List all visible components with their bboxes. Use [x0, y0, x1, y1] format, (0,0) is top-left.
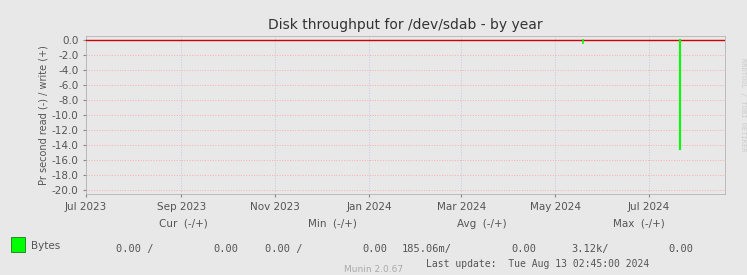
Text: Min  (-/+): Min (-/+) [308, 219, 357, 229]
Text: Cur  (-/+): Cur (-/+) [158, 219, 208, 229]
Text: 0.00 /: 0.00 / [265, 244, 303, 254]
Text: 0.00: 0.00 [213, 244, 238, 254]
Text: RRDTOOL / TOBI OETIKER: RRDTOOL / TOBI OETIKER [740, 58, 746, 151]
Text: 0.00: 0.00 [512, 244, 536, 254]
Text: 3.12k/: 3.12k/ [571, 244, 609, 254]
Text: Avg  (-/+): Avg (-/+) [457, 219, 506, 229]
Text: Last update:  Tue Aug 13 02:45:00 2024: Last update: Tue Aug 13 02:45:00 2024 [427, 259, 649, 269]
Y-axis label: Pr second read (-) / write (+): Pr second read (-) / write (+) [39, 45, 49, 185]
Text: 185.06m/: 185.06m/ [402, 244, 452, 254]
Text: Max  (-/+): Max (-/+) [613, 219, 665, 229]
Title: Disk throughput for /dev/sdab - by year: Disk throughput for /dev/sdab - by year [268, 18, 542, 32]
Text: 0.00 /: 0.00 / [116, 244, 153, 254]
Text: Munin 2.0.67: Munin 2.0.67 [344, 265, 403, 274]
Text: 0.00: 0.00 [669, 244, 693, 254]
Text: 0.00: 0.00 [362, 244, 387, 254]
Text: Bytes: Bytes [31, 241, 60, 251]
